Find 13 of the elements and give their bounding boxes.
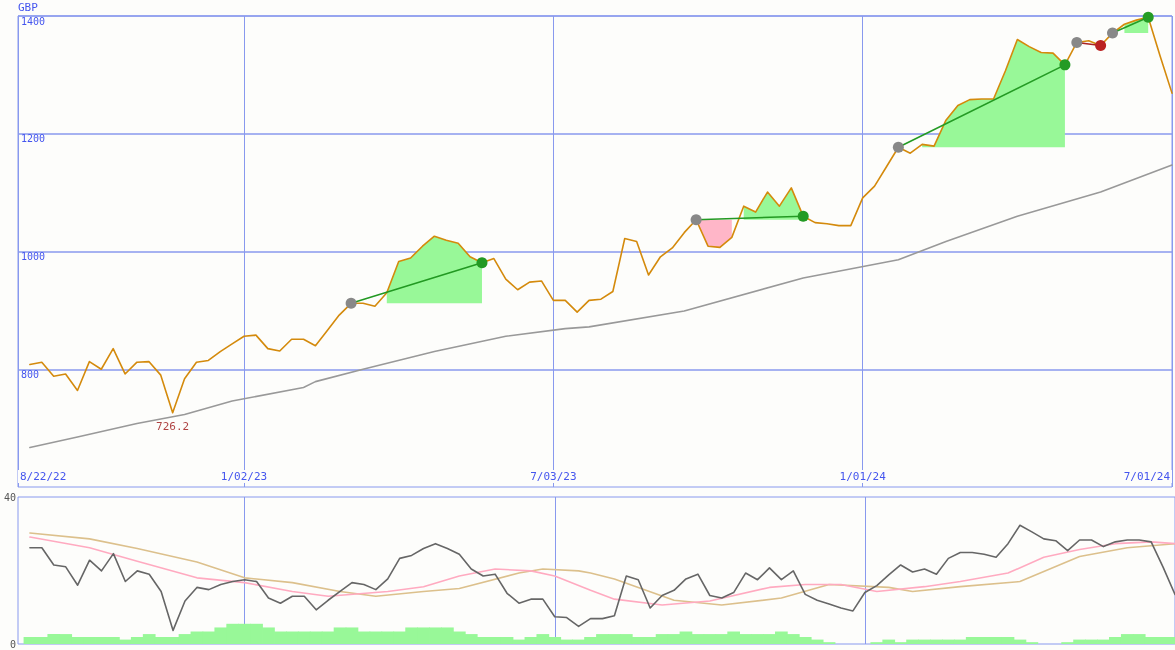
y-tick-label: 1000	[21, 251, 46, 262]
y-tick-label: 1200	[21, 133, 46, 145]
annotation: 726.2	[156, 419, 190, 433]
y-axis-title: GBP	[18, 1, 39, 14]
x-tick-label: 1/02/23	[220, 470, 268, 483]
y-tick-label: 800	[21, 368, 40, 380]
x-tick-label: 7/01/24	[1123, 470, 1171, 483]
y-tick-label: 1400	[21, 15, 46, 27]
x-tick-label: 1/01/24	[839, 470, 887, 483]
y-tick-label: 40	[3, 491, 16, 503]
y-tick-label: 0	[9, 638, 16, 650]
x-tick-label: 8/22/22	[20, 470, 67, 483]
x-tick-label: 7/03/23	[530, 470, 577, 483]
